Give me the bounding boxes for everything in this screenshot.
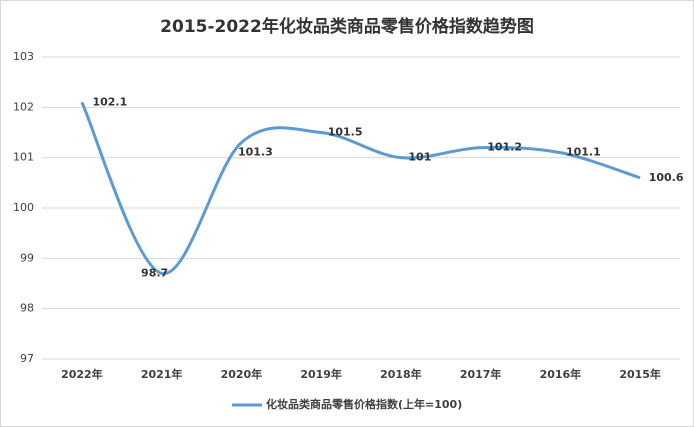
x-tick-label: 2015年 <box>619 367 661 381</box>
data-label: 102.1 <box>92 95 127 108</box>
x-tick-label: 2019年 <box>300 367 342 381</box>
chart-title: 2015-2022年化妆品类商品零售价格指数趋势图 <box>160 16 534 37</box>
y-tick-label: 98 <box>20 302 34 315</box>
x-tick-label: 2018年 <box>380 367 422 381</box>
data-label: 101.2 <box>487 141 522 154</box>
x-tick-label: 2021年 <box>141 367 183 381</box>
data-label: 101.5 <box>328 126 363 139</box>
data-label: 101.3 <box>238 146 273 159</box>
data-label: 100.6 <box>649 171 684 184</box>
x-tick-label: 2022年 <box>61 367 103 381</box>
data-label: 98.7 <box>141 266 168 279</box>
y-tick-label: 97 <box>20 352 34 365</box>
x-tick-label: 2017年 <box>460 367 502 381</box>
data-label: 101.1 <box>566 146 601 159</box>
y-tick-label: 103 <box>13 50 34 63</box>
y-tick-label: 102 <box>13 100 34 113</box>
y-tick-label: 99 <box>20 251 34 264</box>
x-tick-label: 2020年 <box>221 367 263 381</box>
y-tick-label: 100 <box>13 201 34 214</box>
legend-label: 化妆品类商品零售价格指数(上年=100) <box>266 397 462 411</box>
x-tick-label: 2016年 <box>540 367 582 381</box>
data-label: 101 <box>408 151 431 164</box>
line <box>80 101 641 275</box>
y-tick-label: 101 <box>13 151 34 164</box>
